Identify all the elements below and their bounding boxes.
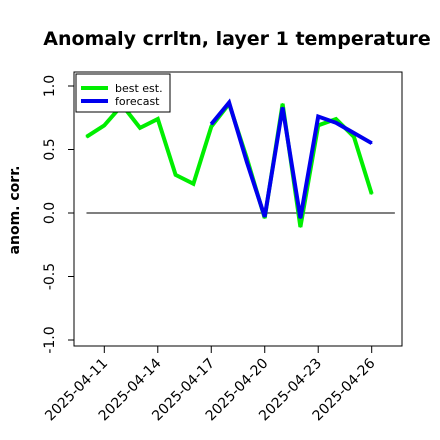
series-0-point-10	[263, 217, 266, 219]
series-0-point-14	[335, 118, 337, 120]
series-0-point-1	[103, 124, 106, 127]
y-tick-label-1: -0.5	[42, 263, 58, 290]
series-1-point-2	[246, 161, 248, 163]
series-1-point-5	[299, 217, 302, 219]
series-1-point-3	[263, 216, 266, 218]
y-axis: -1.0 -0.5 0.0 0.5 1.0	[42, 75, 74, 354]
series-0-point-7	[210, 125, 213, 128]
plot-area	[73, 71, 403, 347]
legend: best est.forecast	[75, 73, 171, 113]
series-0-point-5	[174, 174, 177, 176]
y-axis-label: anom. corr.	[7, 166, 23, 255]
series-0-point-15	[353, 136, 355, 138]
y-tick-label-3: 0.5	[42, 138, 58, 160]
series-line-1	[209, 98, 373, 219]
legend-box	[75, 73, 171, 113]
series-1-point-7	[335, 122, 337, 124]
x-axis: 2025-04-112025-04-142025-04-172025-04-20…	[42, 346, 379, 424]
series-1-point-4	[281, 106, 284, 109]
series-0-point-6	[192, 182, 195, 185]
series-1-point-0	[210, 123, 213, 125]
series-0-point-11	[281, 102, 284, 105]
series-1-point-6	[317, 115, 320, 118]
legend-label-1: forecast	[115, 95, 160, 108]
series-layer	[85, 98, 374, 228]
series-0-point-0	[85, 136, 88, 138]
chart-title: Anomaly crrltn, layer 1 temperature	[43, 28, 431, 50]
y-tick-label-2: 0.0	[42, 202, 58, 224]
legend-label-0: best est.	[115, 82, 163, 95]
y-tick-label-4: 1.0	[42, 75, 58, 97]
series-0-point-16	[370, 193, 373, 195]
series-1-point-8	[353, 132, 355, 134]
series-0-point-3	[139, 127, 141, 129]
series-1-point-1	[228, 101, 230, 104]
series-1-point-9	[370, 142, 373, 144]
y-tick-label-0: -1.0	[42, 326, 58, 353]
series-0-point-12	[299, 226, 302, 228]
series-0-point-4	[156, 118, 159, 120]
